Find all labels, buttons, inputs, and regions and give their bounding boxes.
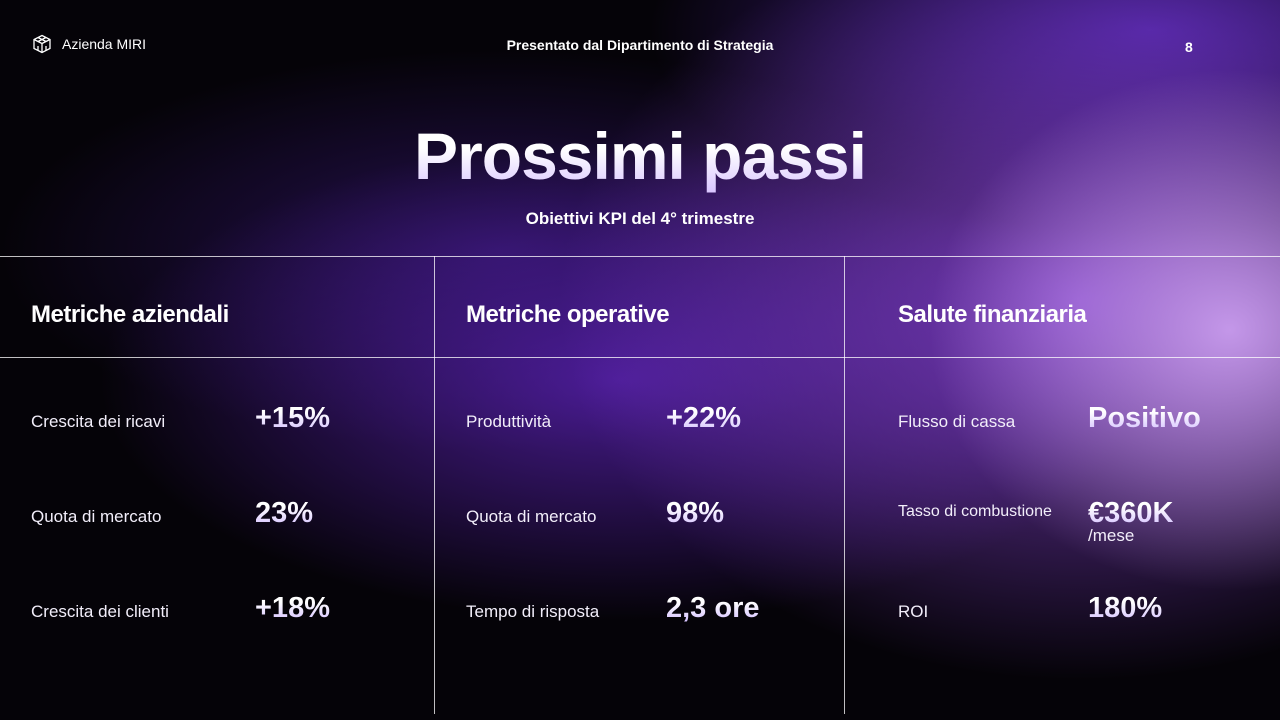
column-heading: Salute finanziaria: [898, 301, 1087, 328]
metric-label: Tasso di combustione: [898, 503, 1052, 520]
metric-value: 23%: [255, 497, 314, 529]
brand-name: Azienda MIRI: [62, 36, 147, 52]
metric-value: €360K: [1088, 497, 1174, 529]
metric-label: Quota di mercato: [466, 507, 597, 526]
divider: [0, 256, 1280, 257]
metric-label: Produttività: [466, 412, 552, 431]
divider: [0, 357, 1280, 358]
divider: [844, 256, 845, 714]
page-number: 8: [1185, 39, 1193, 55]
metric-value: +15%: [255, 402, 330, 434]
metric-value: +18%: [255, 592, 330, 624]
metric-label: ROI: [898, 602, 929, 621]
metric-value: 180%: [1088, 592, 1163, 624]
metric-value: 2,3 ore: [666, 592, 760, 624]
metric-value: 98%: [666, 497, 725, 529]
page-subtitle: Obiettivi KPI del 4° trimestre: [525, 209, 755, 228]
column-heading: Metriche aziendali: [31, 301, 229, 328]
brand: Azienda MIRI: [32, 34, 146, 54]
metric-value: Positivo: [1088, 402, 1201, 434]
metric-unit: /mese: [1088, 526, 1135, 545]
page-title: Prossimi passi: [0, 118, 1280, 194]
metric-label: Quota di mercato: [31, 507, 162, 526]
column-heading: Metriche operative: [466, 301, 670, 328]
metric-label: Crescita dei clienti: [31, 602, 169, 621]
metric-value: +22%: [666, 402, 741, 434]
presenter-text: Presentato dal Dipartimento di Strategia: [506, 37, 774, 53]
divider: [434, 256, 435, 714]
metric-label: Tempo di risposta: [466, 602, 600, 621]
metric-label: Crescita dei ricavi: [31, 412, 166, 431]
metric-label: Flusso di cassa: [898, 412, 1016, 431]
cube-network-icon: [33, 34, 51, 54]
